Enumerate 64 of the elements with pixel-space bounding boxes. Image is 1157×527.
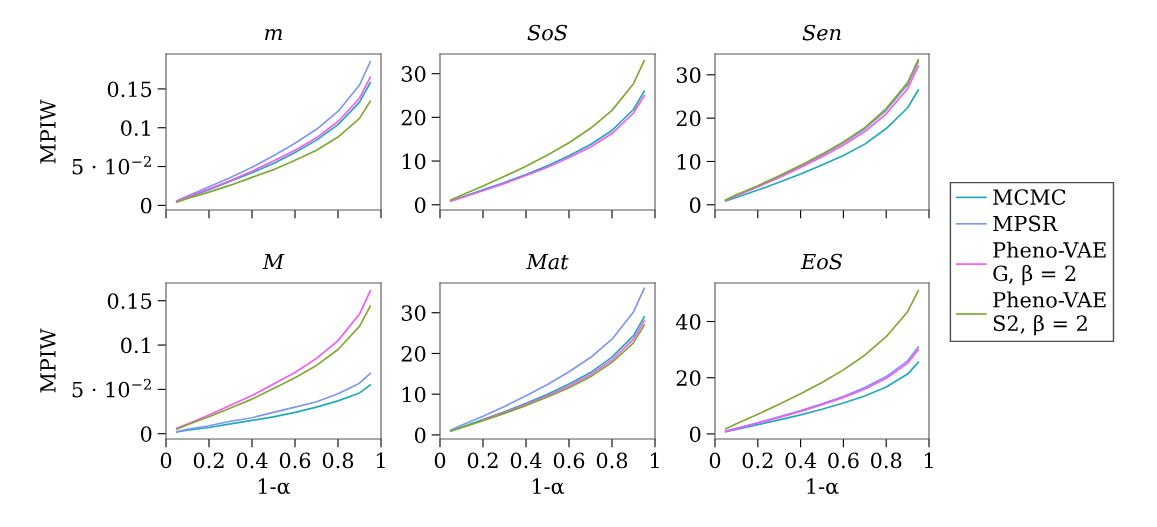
legend-label: Pheno-VAE S2, β = 2 xyxy=(993,291,1106,336)
chart-title: Mat xyxy=(526,253,569,270)
y-tick-label: 20 xyxy=(401,109,426,126)
x-tick-label: 0.4 xyxy=(510,452,542,469)
line-series xyxy=(449,59,646,201)
y-tick-label: 30 xyxy=(676,67,701,84)
x-tick-label: 0 xyxy=(709,452,721,469)
y-tick-label: 10 xyxy=(677,153,701,170)
legend-label: MPSR xyxy=(993,215,1058,232)
y-tick-label: 40 xyxy=(675,313,701,330)
chart-title: SoS xyxy=(527,24,568,41)
y-tick-label: 0 xyxy=(140,426,152,442)
x-tick-label: 0.4 xyxy=(236,452,268,469)
y-tick-label: 5 · 10$^{−2}$ xyxy=(72,155,151,175)
x-tick-label: 0.2 xyxy=(742,452,773,469)
x-tick-label: 0.8 xyxy=(322,452,354,469)
x-axis-title: 1-α xyxy=(807,478,839,494)
y-tick-label: 30 xyxy=(401,66,426,82)
chart-title: M xyxy=(262,253,285,270)
y-tick-label: 10 xyxy=(402,386,426,403)
y-tick-label: 0.15 xyxy=(107,81,152,98)
chart-title: m xyxy=(265,29,282,41)
x-tick-label: 0.8 xyxy=(871,452,902,469)
y-tick-label: 10 xyxy=(402,153,426,170)
x-tick-label: 0.8 xyxy=(596,452,628,469)
x-axis-title: 1-α xyxy=(258,478,291,494)
y-tick-label: 0 xyxy=(140,197,152,214)
line-series xyxy=(175,100,372,204)
x-tick-label: 0.6 xyxy=(828,452,859,469)
line-series xyxy=(482,320,646,421)
y-axis-title: MPIW xyxy=(40,328,56,393)
x-tick-label: 0.6 xyxy=(279,452,311,469)
y-axis-title: MPIW xyxy=(40,99,56,164)
y-tick-label: 20 xyxy=(401,345,426,362)
legend-label: MCMC xyxy=(993,189,1066,205)
chart-title: Sen xyxy=(802,24,841,41)
line-series xyxy=(724,89,920,202)
x-tick-label: 1 xyxy=(650,452,659,469)
y-tick-label: 0.1 xyxy=(121,337,150,354)
y-tick-label: 0 xyxy=(414,427,426,444)
x-tick-label: 0.2 xyxy=(467,452,498,469)
y-tick-label: 5 · 10$^{−2}$ xyxy=(72,378,151,398)
y-tick-label: 0 xyxy=(414,197,426,213)
line-series xyxy=(175,372,372,433)
y-tick-label: 0.15 xyxy=(107,293,152,309)
line-series xyxy=(724,289,920,430)
x-axis-title: 1-α xyxy=(532,478,565,494)
y-tick-label: 30 xyxy=(401,305,426,321)
y-tick-label: 0 xyxy=(689,197,701,214)
x-tick-label: 0 xyxy=(160,452,172,469)
x-tick-label: 0.2 xyxy=(193,452,224,469)
x-tick-label: 1 xyxy=(376,452,385,469)
y-tick-label: 20 xyxy=(676,110,701,127)
x-tick-label: 0.6 xyxy=(553,452,585,469)
x-tick-label: 0 xyxy=(434,452,446,469)
chart-title: EoS xyxy=(800,253,843,270)
line-series xyxy=(449,287,646,431)
y-tick-label: 0.1 xyxy=(121,120,150,136)
y-tick-label: 0 xyxy=(689,426,701,443)
y-tick-label: 20 xyxy=(676,370,701,386)
legend-label: Pheno-VAE G, β = 2 xyxy=(993,241,1106,286)
x-tick-label: 0.4 xyxy=(785,452,817,469)
x-tick-label: 1 xyxy=(924,452,933,469)
line-series xyxy=(724,361,920,433)
